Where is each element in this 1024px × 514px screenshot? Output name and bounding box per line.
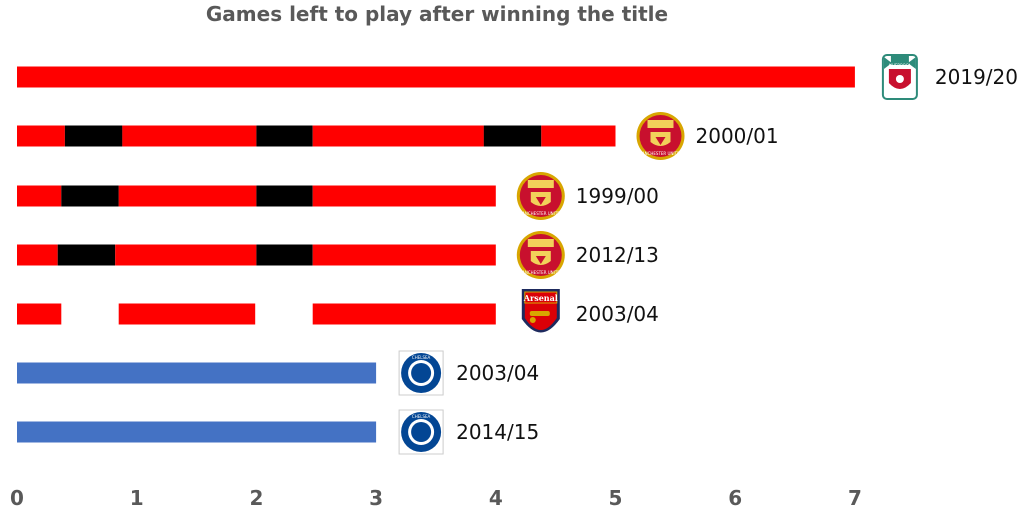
crest-text: MANCHESTER UNITED <box>519 270 563 275</box>
bar-segment-black <box>256 125 313 147</box>
chart-title: Games left to play after winning the tit… <box>205 2 669 26</box>
season-label: 2003/04 <box>576 302 659 326</box>
bar-segment-red <box>118 303 256 325</box>
bar-segment-black <box>61 185 119 207</box>
season-label: 2003/04 <box>456 361 539 385</box>
x-tick-label: 7 <box>848 486 862 510</box>
crest-banner <box>524 291 558 304</box>
bar-segment-black <box>57 244 116 266</box>
bar-segment-red <box>17 185 62 207</box>
bar-row: LIVERPOOL 2019/20 <box>17 54 1018 100</box>
x-tick-label: 1 <box>130 486 144 510</box>
season-label: 2000/01 <box>696 124 779 148</box>
bar-segment-red <box>17 303 62 325</box>
crest-liverbird <box>895 75 904 83</box>
chelsea-crest-icon: CHELSEA <box>398 409 444 455</box>
crest-gate <box>890 56 909 65</box>
bar-segment-black <box>256 244 313 266</box>
manchester-united-crest-icon: MANCHESTER UNITED <box>516 172 565 220</box>
x-tick-label: 2 <box>249 486 263 510</box>
x-tick-label: 5 <box>609 486 623 510</box>
bar-segment-red <box>312 244 496 266</box>
crest-text: Arsenal <box>523 293 558 303</box>
bar-row: Arsenal 2003/04 <box>17 289 659 333</box>
x-tick-label: 0 <box>10 486 24 510</box>
bar-row: CHELSEA 2014/15 <box>17 409 539 455</box>
liverpool-crest-icon: LIVERPOOL <box>881 54 918 100</box>
bar-segment-blue <box>17 362 377 384</box>
crest-ship <box>647 120 674 128</box>
bar-segment-red <box>312 125 484 147</box>
bar-segment-red <box>312 185 496 207</box>
bar-segment-red <box>17 244 58 266</box>
bar-segment-black <box>483 125 542 147</box>
crest-text: CHELSEA <box>412 355 431 360</box>
manchester-united-crest-icon: MANCHESTER UNITED <box>636 112 685 160</box>
crest-ship <box>527 180 554 188</box>
crest-cannon-wheel <box>529 317 536 323</box>
crest-lion <box>411 422 432 442</box>
manchester-united-crest-icon: MANCHESTER UNITED <box>516 231 565 279</box>
crest-cannon <box>529 311 550 316</box>
season-label: 2012/13 <box>576 243 659 267</box>
crest-devil <box>535 197 546 205</box>
crest-text: CHELSEA <box>412 414 431 419</box>
crest-flame <box>907 57 916 69</box>
bar-segment-red <box>115 244 257 266</box>
season-label: 2014/15 <box>456 420 539 444</box>
season-label: 2019/20 <box>935 65 1018 89</box>
crest-text: MANCHESTER UNITED <box>519 211 563 216</box>
x-tick-label: 3 <box>369 486 383 510</box>
bar-segment-black <box>64 125 123 147</box>
bar-segment-blue <box>17 421 377 443</box>
bar-segment-red <box>118 185 257 207</box>
crest-text: LIVERPOOL <box>889 63 912 68</box>
x-tick-label: 6 <box>728 486 742 510</box>
bar-row: CHELSEA 2003/04 <box>17 350 539 396</box>
bar-segment-black <box>256 185 313 207</box>
season-label: 1999/00 <box>576 184 659 208</box>
crest-devil <box>535 256 546 264</box>
arsenal-crest-icon: Arsenal <box>521 289 560 333</box>
bar-segment-red <box>122 125 257 147</box>
bar-row: MANCHESTER UNITED 2012/13 <box>17 231 659 279</box>
bar-segment-red <box>541 125 616 147</box>
crest-devil <box>655 137 666 145</box>
bar-row: MANCHESTER UNITED 2000/01 <box>17 112 779 160</box>
crest-lion <box>411 363 432 383</box>
bar-segment-red <box>17 125 65 147</box>
bar-segment-red <box>17 66 855 88</box>
x-tick-label: 4 <box>489 486 503 510</box>
bar-row: MANCHESTER UNITED 1999/00 <box>17 172 659 220</box>
crest-flame <box>883 57 892 69</box>
chelsea-crest-icon: CHELSEA <box>398 350 444 396</box>
bar-segment-red <box>312 303 496 325</box>
crest-text: MANCHESTER UNITED <box>638 151 682 156</box>
crest-ship <box>527 239 554 247</box>
